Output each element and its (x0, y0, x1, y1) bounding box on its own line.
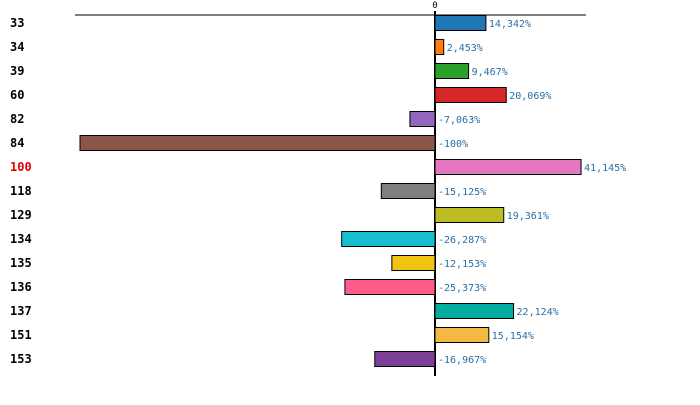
category-label-34: 34 (10, 40, 24, 54)
category-label-136: 136 (10, 280, 32, 294)
value-label-137: 22,124% (517, 307, 559, 318)
category-label-33: 33 (10, 16, 24, 30)
bar-33 (434, 15, 487, 31)
value-label-60: 20,069% (509, 91, 551, 102)
bar-151 (434, 327, 490, 343)
category-label-82: 82 (10, 112, 24, 126)
bar-135 (391, 255, 436, 271)
value-labels-group: 14,342% 2,453% 9,467% 20,069% -7,063% -100% 41… (438, 19, 626, 366)
value-label-118: -15,125% (438, 187, 486, 198)
category-label-39: 39 (10, 64, 24, 78)
bar-118 (380, 183, 436, 199)
zero-tick-label: 0 (432, 1, 437, 11)
value-label-153: -16,967% (438, 355, 486, 366)
value-label-151: 15,154% (492, 331, 534, 342)
category-label-84: 84 (10, 136, 24, 150)
value-label-100: 41,145% (584, 163, 626, 174)
value-label-33: 14,342% (489, 19, 531, 30)
bar-129 (434, 207, 505, 223)
category-labels-group: 33 34 39 60 82 84 100 118 129 134 135 136 137 151 153 (10, 16, 32, 366)
category-label-134: 134 (10, 232, 32, 246)
value-label-39: 9,467% (472, 67, 508, 78)
bar-136 (344, 279, 436, 295)
bar-100 (434, 159, 582, 175)
value-label-82: -7,063% (438, 115, 480, 126)
category-label-153: 153 (10, 352, 32, 366)
value-label-34: 2,453% (447, 43, 483, 54)
category-label-129: 129 (10, 208, 32, 222)
category-label-151: 151 (10, 328, 32, 342)
value-label-134: -26,287% (438, 235, 486, 246)
bar-60 (434, 87, 507, 103)
bars-group (79, 15, 582, 367)
value-label-129: 19,361% (507, 211, 549, 222)
bar-39 (434, 63, 470, 79)
bar-134 (341, 231, 436, 247)
category-label-135: 135 (10, 256, 32, 270)
category-label-118: 118 (10, 184, 32, 198)
category-label-60: 60 (10, 88, 24, 102)
bar-34 (434, 39, 445, 55)
bar-137 (434, 303, 515, 319)
category-label-137: 137 (10, 304, 32, 318)
value-label-136: -25,373% (438, 283, 486, 294)
value-label-135: -12,153% (438, 259, 486, 270)
category-label-100: 100 (10, 160, 32, 174)
bar-82 (409, 111, 436, 127)
bar-153 (374, 351, 436, 367)
value-label-84: -100% (438, 139, 468, 150)
bar-84 (79, 135, 436, 151)
